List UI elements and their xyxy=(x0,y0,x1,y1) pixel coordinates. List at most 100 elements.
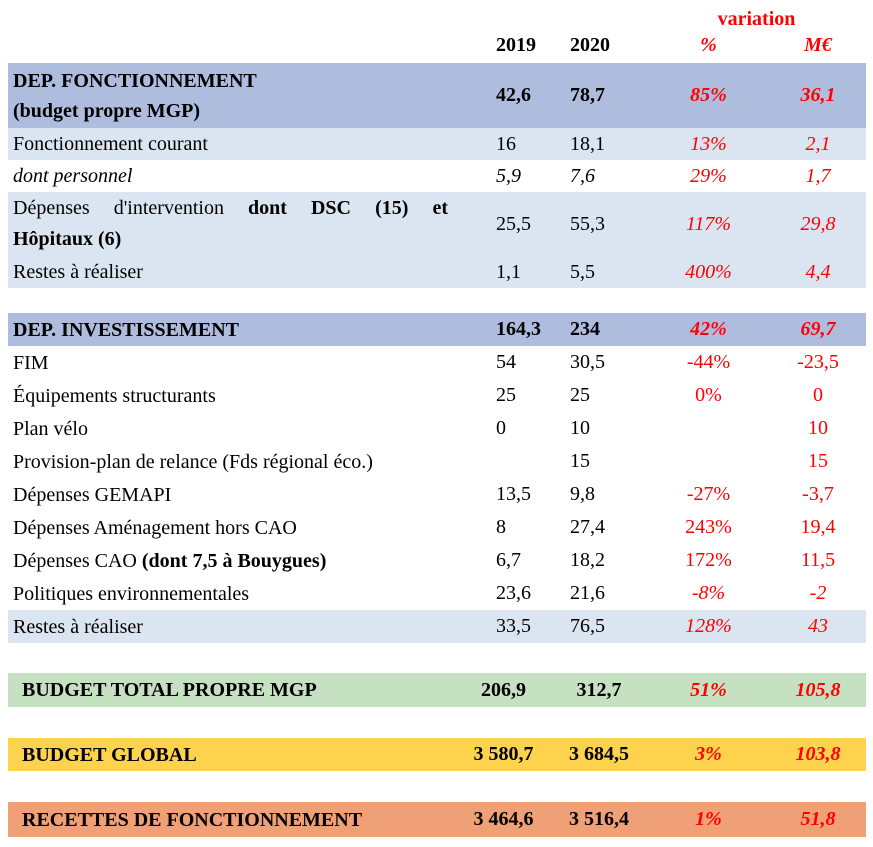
word: dont xyxy=(248,197,287,219)
value-2019: 1,1 xyxy=(496,260,521,283)
value-2020: 21,6 xyxy=(570,582,605,604)
row-label-line1: Dépenses d'intervention dont DSC (15) et xyxy=(13,193,450,224)
value-variation-meur: 11,5 xyxy=(800,549,836,571)
row-label-bold: (dont 7,5 à Bouygues) xyxy=(141,549,327,572)
row-depenses-cao: Dépenses CAO (dont 7,5 à Bouygues) 6,7 1… xyxy=(8,544,866,577)
row-equipements-structurants: Équipements structurants 25 25 0% 0 xyxy=(8,379,866,412)
value-2020: 3 684,5 xyxy=(569,743,629,765)
value-2020: 55,3 xyxy=(570,212,605,235)
value-2019: 3 580,7 xyxy=(473,743,534,765)
value-2020: 25 xyxy=(570,384,590,406)
row-budget-global: BUDGET GLOBAL 3 580,7 3 684,5 3% 103,8 xyxy=(8,738,866,771)
value-2020: 3 516,4 xyxy=(569,808,629,830)
row-label: Provision-plan de relance (Fds régional … xyxy=(13,450,373,473)
value-variation-pct: 29% xyxy=(690,164,727,187)
value-2019: 206,9 xyxy=(481,678,526,701)
row-label: Dépenses CAO (dont 7,5 à Bouygues) xyxy=(8,546,456,576)
value-variation-meur: -2 xyxy=(809,582,827,604)
row-label: Restes à réaliser xyxy=(13,261,143,283)
word: d'intervention xyxy=(113,197,224,219)
variation-header: variation xyxy=(717,7,796,30)
value-variation-pct: 128% xyxy=(685,615,732,637)
value-variation-pct: -8% xyxy=(691,582,726,604)
value-2020: 7,6 xyxy=(570,164,595,187)
value-variation-pct: 400% xyxy=(685,260,732,283)
value-variation-pct: 1% xyxy=(695,808,722,830)
value-2019: 3 464,6 xyxy=(473,808,534,830)
value-2020: 78,7 xyxy=(570,84,605,106)
value-variation-pct: 3% xyxy=(695,743,722,765)
value-variation-meur: 29,8 xyxy=(800,212,836,235)
section-label-line1: DEP. FONCTIONNEMENT xyxy=(13,69,257,92)
value-2020: 234 xyxy=(570,318,600,340)
value-variation-meur: 36,1 xyxy=(800,84,836,106)
value-2019: 54 xyxy=(496,351,516,373)
value-variation-pct: 13% xyxy=(690,132,727,155)
value-2019: 6,7 xyxy=(496,549,521,571)
col-header-2019: 2019 xyxy=(496,34,536,56)
value-variation-pct: 42% xyxy=(690,318,727,340)
section-label-line2: (budget propre MGP) xyxy=(13,99,201,122)
value-2020: 76,5 xyxy=(570,615,605,637)
row-label: Dépenses Aménagement hors CAO xyxy=(13,516,297,539)
value-variation-meur: 4,4 xyxy=(805,260,831,283)
value-2019: 42,6 xyxy=(496,84,531,106)
value-variation-meur: 19,4 xyxy=(800,516,836,538)
value-variation-pct: 51% xyxy=(690,678,727,701)
value-variation-meur: 10 xyxy=(808,417,828,439)
value-2019: 23,6 xyxy=(496,582,531,604)
row-recettes-de-fonctionnement: RECETTES DE FONCTIONNEMENT 3 464,6 3 516… xyxy=(8,802,866,837)
value-2019: 25 xyxy=(496,384,516,406)
value-2019: 5,9 xyxy=(496,164,521,187)
value-variation-pct: -44% xyxy=(686,351,731,373)
row-politiques-environnementales: Politiques environnementales 23,6 21,6 -… xyxy=(8,577,866,610)
row-label: Restes à réaliser xyxy=(13,615,143,638)
value-2020: 15 xyxy=(570,450,590,472)
section-label: DEP. INVESTISSEMENT xyxy=(13,318,240,341)
row-depenses-intervention: Dépenses d'intervention dont DSC (15) et… xyxy=(8,192,866,256)
row-fim: FIM 54 30,5 -44% -23,5 xyxy=(8,346,866,379)
value-2020: 18,1 xyxy=(570,132,605,155)
row-label: Fonctionnement courant xyxy=(13,133,208,155)
value-variation-meur: 2,1 xyxy=(805,132,831,155)
value-variation-meur: 0 xyxy=(813,384,823,406)
row-label: FIM xyxy=(13,351,49,374)
col-header-variation-meur: M€ xyxy=(804,34,832,56)
value-2020: 5,5 xyxy=(570,260,595,283)
row-label: Politiques environnementales xyxy=(13,582,250,605)
value-2020: 10 xyxy=(570,417,590,439)
value-variation-pct: 172% xyxy=(685,549,732,571)
total-label: RECETTES DE FONCTIONNEMENT xyxy=(22,808,363,831)
value-2019: 16 xyxy=(496,132,516,155)
value-variation-pct: 85% xyxy=(690,84,727,106)
col-header-2020: 2020 xyxy=(570,34,610,56)
section-label: DEP. FONCTIONNEMENT (budget propre MGP) xyxy=(8,66,456,126)
row-restes-a-realiser-investissement: Restes à réaliser 33,5 76,5 128% 43 xyxy=(8,610,866,643)
value-2019: 164,3 xyxy=(496,318,541,340)
value-variation-meur: 1,7 xyxy=(805,164,831,187)
value-2019: 0 xyxy=(496,417,506,439)
value-2020: 312,7 xyxy=(576,678,622,701)
value-variation-pct: 0% xyxy=(695,384,722,406)
value-2020: 27,4 xyxy=(570,516,605,538)
word: Dépenses xyxy=(13,197,90,219)
value-2020: 18,2 xyxy=(570,549,605,571)
word: et xyxy=(432,197,448,219)
table-header: variation 2019 2020 % M€ xyxy=(8,6,873,59)
word: (15) xyxy=(375,197,409,219)
value-2019: 25,5 xyxy=(496,212,531,235)
word: DSC xyxy=(310,197,351,219)
value-variation-pct: 117% xyxy=(685,212,732,235)
row-label: dont personnel xyxy=(13,165,133,187)
row-label: Plan vélo xyxy=(13,417,88,440)
row-fonctionnement-courant: Fonctionnement courant 16 18,1 13% 2,1 xyxy=(8,128,866,160)
value-variation-meur: 105,8 xyxy=(795,678,841,701)
value-2019: 13,5 xyxy=(496,483,531,505)
value-2020: 30,5 xyxy=(570,351,605,373)
value-2019: 8 xyxy=(496,516,506,538)
row-restes-a-realiser-fonctionnement: Restes à réaliser 1,1 5,5 400% 4,4 xyxy=(8,256,866,288)
col-header-variation-pct: % xyxy=(700,34,717,56)
value-variation-pct: -27% xyxy=(686,483,731,505)
row-label-regular: Dépenses CAO xyxy=(13,549,142,572)
